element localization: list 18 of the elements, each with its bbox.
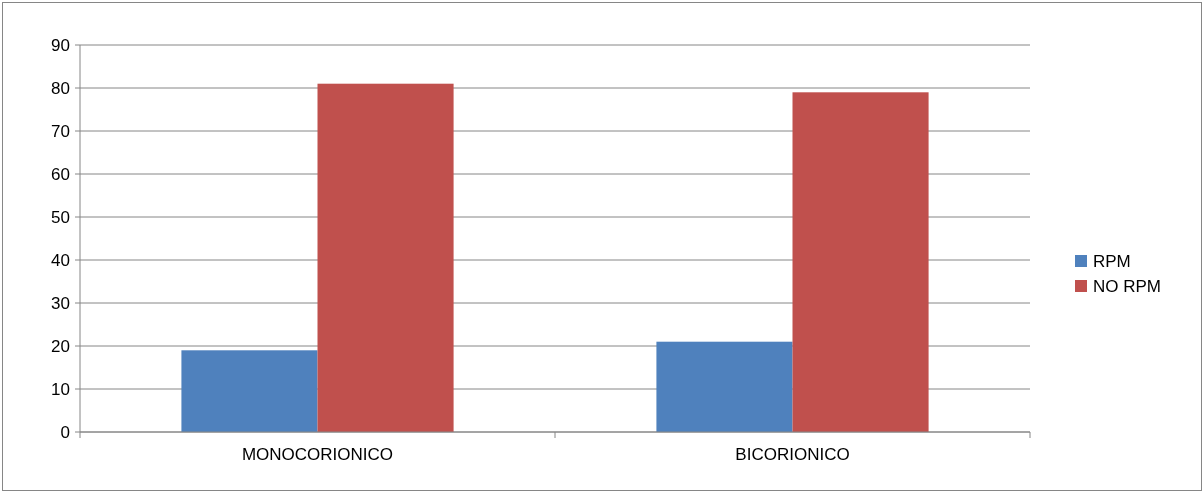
bar <box>317 83 454 432</box>
bar <box>181 350 318 432</box>
y-tick-label: 90 <box>51 35 70 55</box>
bar <box>792 92 929 432</box>
legend-label: NO RPM <box>1093 276 1161 296</box>
bar <box>656 341 793 432</box>
y-tick-label: 10 <box>51 379 70 399</box>
y-tick-label: 80 <box>51 78 70 98</box>
y-tick-label: 60 <box>51 164 70 184</box>
y-tick-label: 50 <box>51 207 70 227</box>
y-tick-label: 70 <box>51 121 70 141</box>
x-tick-label: BICORIONICO <box>735 445 850 464</box>
y-tick-label: 0 <box>60 422 70 442</box>
y-tick-label: 30 <box>51 293 70 313</box>
x-tick-label: MONOCORIONICO <box>241 445 394 464</box>
y-tick-label: 20 <box>51 336 70 356</box>
y-tick-label: 40 <box>51 250 70 270</box>
legend-label: RPM <box>1093 251 1131 271</box>
